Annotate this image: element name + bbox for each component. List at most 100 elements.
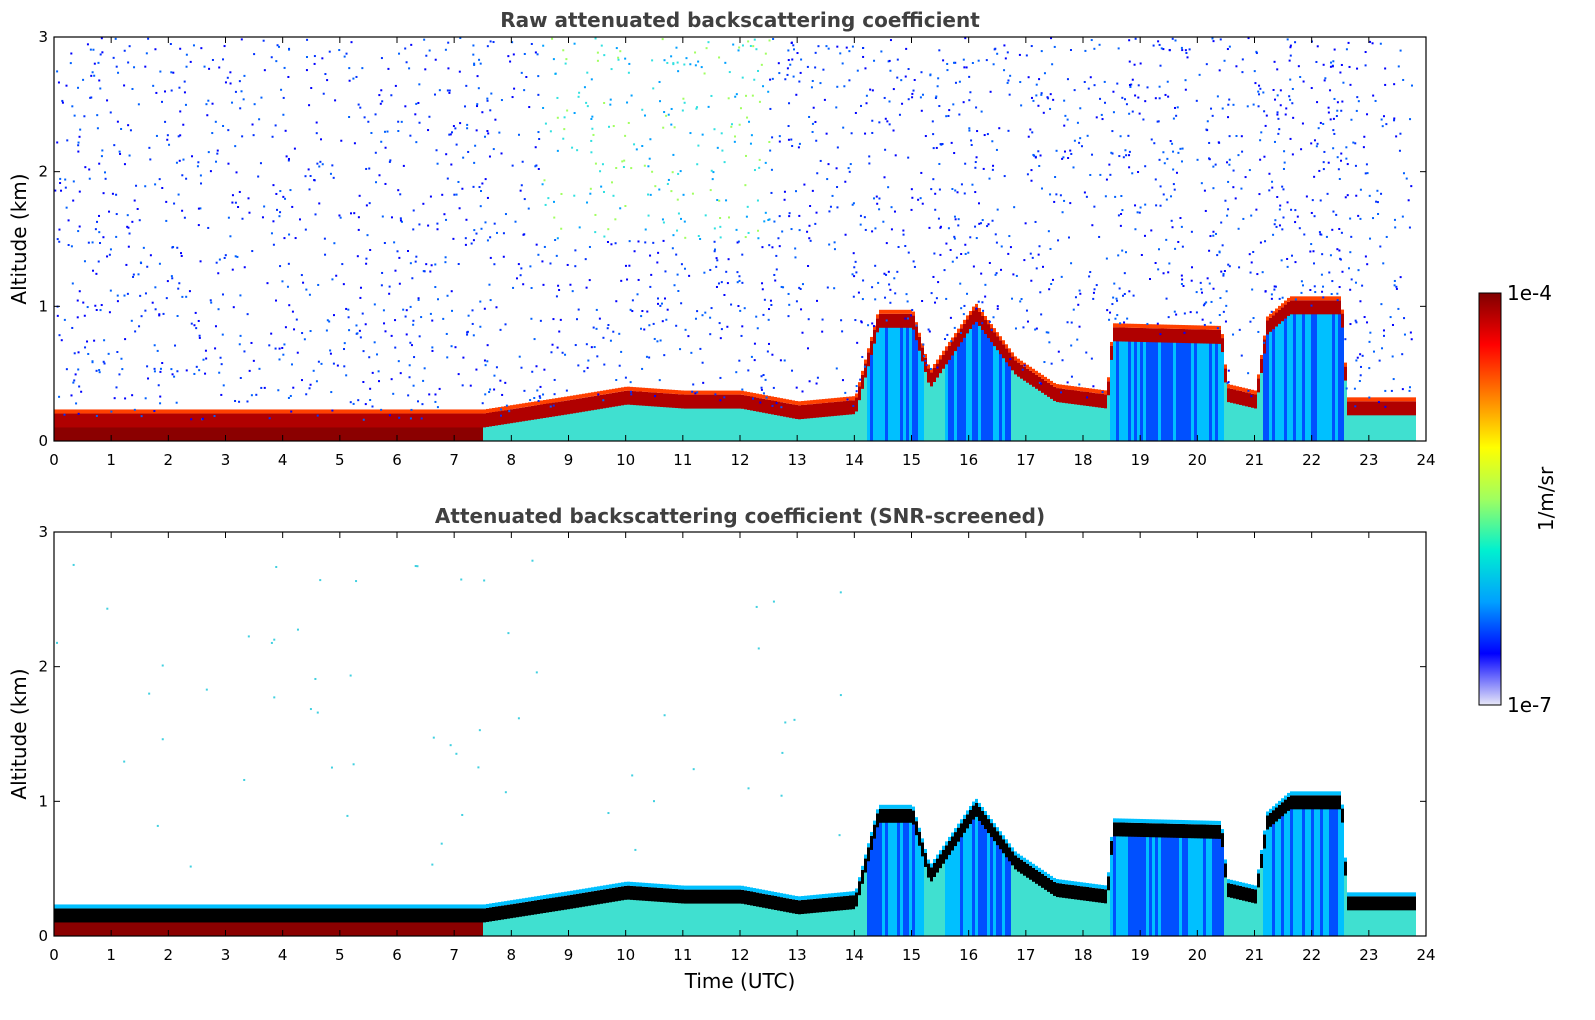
noise-pixel: [683, 63, 686, 66]
aerosol-layer-band: [396, 908, 399, 923]
noise-pixel: [464, 243, 467, 246]
aerosol-layer-band: [57, 413, 60, 428]
noise-pixel: [770, 191, 773, 194]
backscatter-column: [1071, 396, 1074, 441]
noise-pixel: [512, 286, 515, 289]
backscatter-column: [1059, 394, 1062, 441]
noise-pixel: [88, 177, 91, 180]
backscatter-column: [279, 914, 282, 936]
backscatter-column: [372, 419, 375, 441]
backscatter-column: [972, 811, 975, 936]
noise-pixel: [704, 214, 707, 217]
noise-pixel: [541, 260, 544, 263]
aerosol-layer-band: [774, 896, 777, 911]
noise-pixel: [1268, 189, 1271, 192]
backscatter-column: [1308, 306, 1311, 441]
backscatter-column: [222, 419, 225, 441]
noise-pixel: [1104, 195, 1107, 198]
noise-pixel: [175, 161, 178, 164]
backscatter-column: [369, 914, 372, 936]
layer-edge: [204, 409, 207, 414]
layer-edge: [933, 363, 936, 368]
noise-pixel: [1114, 317, 1117, 320]
aerosol-layer-band: [1323, 300, 1326, 315]
noise-pixel: [1116, 82, 1119, 85]
noise-pixel: [1009, 74, 1012, 77]
noise-pixel: [648, 157, 651, 160]
noise-pixel: [96, 220, 99, 223]
noise-pixel: [630, 167, 633, 170]
aerosol-layer-band: [189, 413, 192, 428]
noise-pixel: [489, 299, 492, 302]
aerosol-layer-band: [735, 394, 738, 409]
backscatter-column: [954, 343, 957, 441]
noise-pixel: [1124, 251, 1127, 254]
noise-pixel: [844, 391, 847, 394]
noise-pixel: [128, 232, 131, 235]
layer-edge: [438, 409, 441, 414]
backscatter-column: [804, 905, 807, 936]
layer-edge: [777, 892, 780, 897]
backscatter-column: [672, 399, 675, 441]
backscatter-column: [798, 411, 801, 441]
noise-pixel: [353, 142, 356, 145]
backscatter-column: [126, 419, 129, 441]
noise-pixel: [1125, 103, 1128, 106]
backscatter-column: [948, 846, 951, 936]
backscatter-column: [1203, 335, 1206, 441]
noise-pixel: [1273, 285, 1276, 288]
noise-pixel: [846, 398, 849, 401]
noise-pixel: [663, 297, 666, 300]
aerosol-layer-band: [372, 908, 375, 923]
noise-pixel: [935, 146, 938, 149]
backscatter-column: [1080, 397, 1083, 441]
layer-edge: [183, 904, 186, 909]
aerosol-layer-band: [711, 889, 714, 904]
backscatter-column: [327, 914, 330, 936]
backscatter-column: [558, 902, 561, 936]
backscatter-column: [60, 914, 63, 936]
aerosol-layer-band: [525, 901, 528, 916]
layer-edge: [1278, 305, 1281, 310]
noise-pixel: [194, 311, 197, 314]
backscatter-column: [369, 419, 372, 441]
aerosol-layer-band: [897, 808, 900, 823]
layer-edge: [96, 409, 99, 414]
noise-pixel: [1372, 94, 1375, 97]
aerosol-layer-band: [804, 899, 807, 914]
noise-pixel: [489, 388, 492, 391]
noise-pixel: [1073, 89, 1076, 92]
noise-pixel: [812, 106, 815, 109]
noise-pixel: [1202, 304, 1205, 307]
noise-pixel: [850, 132, 853, 135]
aerosol-layer-band: [330, 908, 333, 923]
x-tick-label: 20: [1188, 451, 1207, 469]
noise-pixel: [624, 376, 627, 379]
aerosol-layer-band: [441, 413, 444, 428]
noise-pixel: [1061, 157, 1064, 160]
noise-pixel: [960, 183, 963, 186]
noise-pixel: [1183, 331, 1186, 334]
noise-pixel: [413, 356, 416, 359]
aerosol-layer-band: [222, 908, 225, 923]
noise-pixel: [1324, 77, 1327, 80]
aerosol-layer-band: [771, 400, 774, 415]
noise-pixel: [1399, 49, 1402, 52]
noise-pixel: [651, 170, 654, 173]
backscatter-column: [150, 914, 153, 936]
noise-pixel: [365, 257, 368, 260]
layer-edge: [642, 387, 645, 392]
noise-pixel: [1333, 97, 1336, 100]
layer-edge: [402, 409, 405, 414]
noise-pixel: [1310, 87, 1313, 90]
aerosol-layer-band: [375, 413, 378, 428]
noise-pixel: [284, 326, 287, 329]
noise-pixel: [910, 314, 913, 317]
noise-pixel: [755, 48, 758, 51]
noise-pixel: [734, 95, 737, 98]
noise-pixel: [63, 413, 66, 416]
aerosol-layer-band: [798, 900, 801, 915]
noise-pixel: [1133, 63, 1136, 66]
noise-pixel: [1120, 212, 1123, 215]
noise-pixel: [499, 379, 502, 382]
